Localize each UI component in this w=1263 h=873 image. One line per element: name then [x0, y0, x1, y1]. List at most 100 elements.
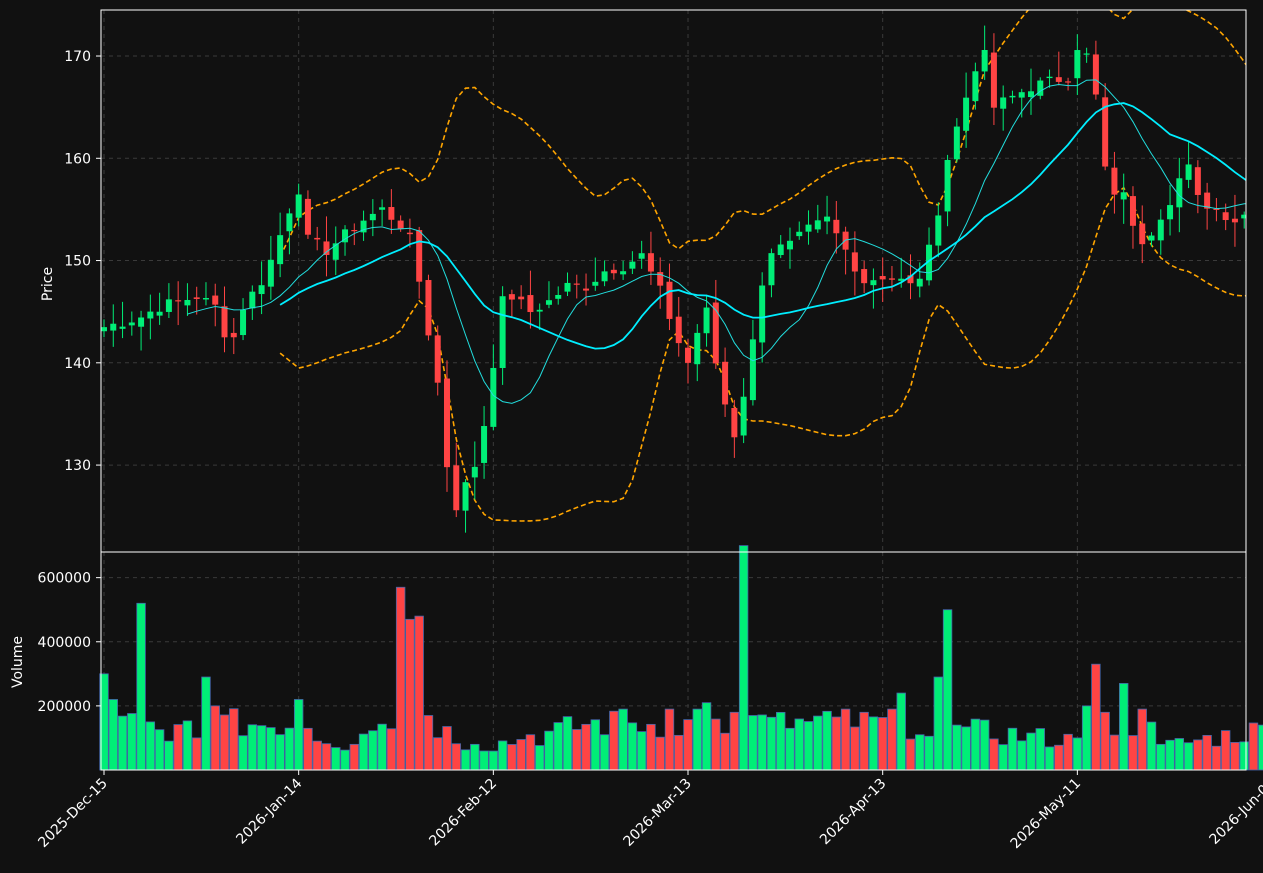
- candle-body: [647, 253, 654, 272]
- candle-body: [1176, 178, 1183, 208]
- volume-bar: [127, 713, 137, 771]
- volume-bar: [887, 708, 897, 771]
- volume-ytick-label: 600000: [38, 571, 91, 587]
- candle-body: [675, 316, 682, 344]
- candle-body: [286, 213, 293, 232]
- volume-bar: [738, 545, 749, 771]
- bollinger-bands: [279, 10, 1246, 522]
- volume-bar: [859, 711, 869, 771]
- volume-bar: [256, 725, 267, 771]
- volume-bar: [395, 586, 406, 771]
- candle-body: [786, 240, 793, 250]
- candle-body: [1213, 208, 1220, 210]
- candle-body: [805, 224, 812, 232]
- candle-body: [592, 281, 599, 286]
- candle-body: [1009, 95, 1016, 98]
- candle-body: [824, 216, 831, 222]
- candle-body: [1129, 196, 1136, 226]
- volume-bar: [1202, 735, 1212, 771]
- volume-bar: [164, 740, 174, 771]
- volume-bar: [748, 715, 758, 771]
- volume-bar: [1174, 738, 1185, 771]
- volume-bar: [1119, 683, 1129, 771]
- candle-body: [527, 295, 534, 313]
- candle-body: [388, 207, 395, 220]
- candle-body: [861, 269, 868, 284]
- candle-body: [926, 244, 933, 281]
- candle-body: [694, 332, 701, 365]
- candle-body: [963, 97, 970, 131]
- candle-body: [1037, 80, 1044, 96]
- volume-bar: [701, 702, 712, 771]
- candle-body: [1028, 91, 1034, 98]
- candle-body: [165, 299, 172, 312]
- volume-ytick-label: 400000: [38, 635, 91, 651]
- volume-bar: [720, 732, 730, 771]
- volume-bar: [627, 722, 638, 771]
- volume-bar: [331, 747, 341, 771]
- grid-layer: [101, 10, 1246, 770]
- volume-bar: [785, 727, 795, 771]
- volume-bar: [924, 735, 934, 771]
- volume-bar: [877, 717, 888, 771]
- candle-body: [666, 281, 673, 319]
- candle-body: [1139, 223, 1146, 245]
- candle-body: [953, 126, 960, 160]
- volume-bar: [998, 744, 1008, 771]
- candle-body: [685, 347, 692, 363]
- candle-body: [722, 361, 729, 405]
- candle-body: [453, 465, 460, 511]
- candle-body: [796, 231, 803, 237]
- candle-body: [518, 296, 525, 300]
- candle-body: [601, 271, 608, 282]
- candle-body: [267, 259, 274, 287]
- volume-bar: [1081, 705, 1092, 771]
- candle-body: [759, 285, 766, 343]
- candle-body: [555, 294, 562, 299]
- volume-bar: [312, 740, 322, 771]
- candle-body: [935, 215, 942, 246]
- candle-body: [573, 283, 580, 285]
- candle-body: [434, 335, 441, 383]
- volume-bar: [553, 722, 563, 771]
- candle-body: [332, 243, 339, 260]
- volume-bar: [1054, 744, 1064, 771]
- volume-bar: [497, 740, 508, 771]
- candle-body: [629, 261, 636, 269]
- candle-body: [703, 307, 710, 334]
- candle-body: [508, 294, 515, 300]
- candle-body: [990, 52, 997, 108]
- candle-body: [397, 220, 404, 229]
- volume-bar: [525, 734, 536, 771]
- candle-body: [1167, 205, 1174, 220]
- volume-bar: [433, 737, 443, 771]
- volume-bar: [1183, 742, 1194, 771]
- candle-body: [972, 71, 979, 102]
- volume-bar: [377, 723, 387, 771]
- volume-bar: [1109, 734, 1120, 771]
- volume-bar: [191, 737, 202, 771]
- candle-body: [583, 288, 590, 291]
- volume-bar: [868, 716, 879, 771]
- candle-body: [1241, 214, 1246, 219]
- candle-body: [258, 285, 265, 295]
- candle-body: [731, 407, 738, 438]
- volume-bar: [1156, 743, 1166, 771]
- candle-body: [156, 311, 163, 316]
- candle-body: [1074, 50, 1081, 79]
- volume-bar: [405, 618, 415, 771]
- volume-bar: [442, 726, 452, 771]
- volume-bar: [609, 710, 619, 771]
- candle-body: [944, 160, 951, 212]
- volume-bar: [507, 744, 517, 771]
- volume-bar: [1026, 732, 1036, 771]
- candle-body: [879, 276, 886, 280]
- volume-bar: [451, 743, 461, 771]
- volume-bar: [1017, 740, 1027, 771]
- candle-body: [657, 272, 664, 286]
- candle-body: [1083, 53, 1090, 55]
- volume-bar: [1258, 724, 1263, 771]
- volume-bar: [1128, 735, 1138, 771]
- candle-body: [416, 230, 423, 282]
